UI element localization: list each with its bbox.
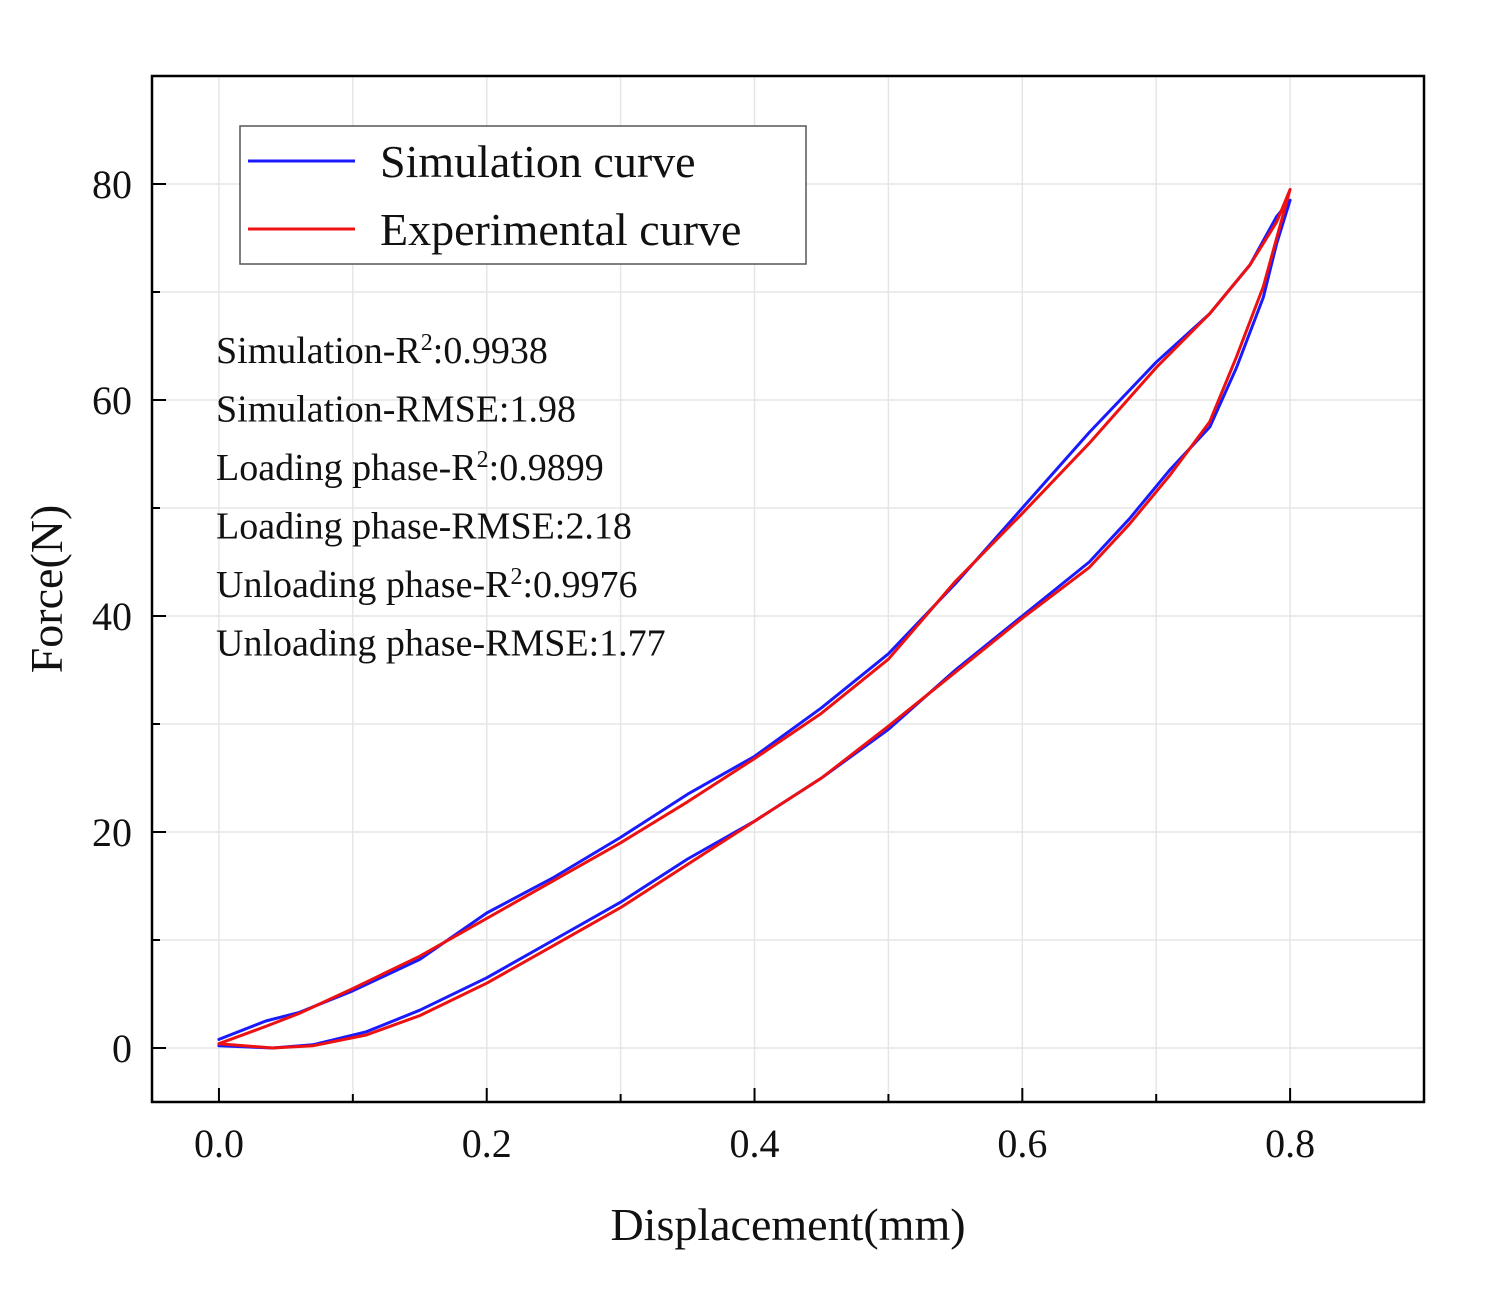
y-tick-label: 0 (112, 1026, 132, 1071)
axis-tick-labels: 0.0 0.2 0.4 0.6 0.8 0 20 40 60 80 (92, 162, 1315, 1166)
legend-box (239, 125, 807, 265)
metric-annotation: Simulation-RMSE:1.98 (216, 389, 576, 431)
metrics-annotations: Simulation-R2:0.9938 Simulation-RMSE:1.98… (216, 330, 666, 665)
plot-frame (150, 74, 1426, 1104)
x-tick-label: 0.8 (1265, 1121, 1315, 1166)
series-layer (217, 187, 1292, 1050)
y-tick-label: 80 (92, 162, 132, 207)
metric-annotation: Loading phase-RMSE:2.18 (216, 506, 632, 548)
y-tick-label: 40 (92, 594, 132, 639)
experimental-curve-line (217, 187, 1292, 1050)
metric-annotation: Unloading phase-R2:0.9976 (216, 564, 638, 606)
y-axis-title: Force(N) (21, 505, 72, 674)
metric-annotation: Unloading phase-RMSE:1.77 (216, 623, 666, 665)
x-tick-label: 0.4 (730, 1121, 780, 1166)
legend-label-experimental: Experimental curve (380, 204, 741, 255)
metric-annotation: Simulation-R2:0.9938 (216, 330, 548, 372)
legend: Simulation curve Experimental curve (239, 125, 807, 265)
axis-ticks (152, 75, 1292, 1102)
x-axis-title: Displacement(mm) (610, 1199, 965, 1250)
x-tick-label: 0.2 (462, 1121, 512, 1166)
x-tick-label: 0.0 (194, 1121, 244, 1166)
metric-annotation: Loading phase-R2:0.9899 (216, 447, 604, 489)
y-tick-label: 20 (92, 810, 132, 855)
x-tick-label: 0.6 (997, 1121, 1047, 1166)
y-tick-label: 60 (92, 378, 132, 423)
legend-label-simulation: Simulation curve (380, 136, 696, 187)
